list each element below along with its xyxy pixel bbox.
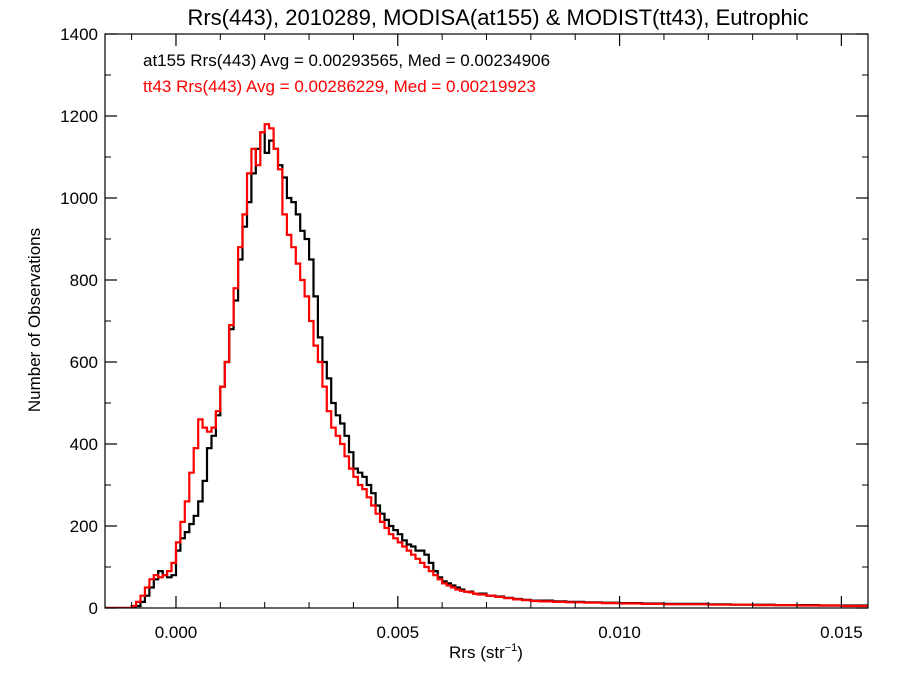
x-axis-label: Rrs (str−1)	[449, 642, 523, 662]
series-line-0	[105, 131, 868, 608]
y-tick-label: 1400	[60, 25, 98, 44]
chart-title: Rrs(443), 2010289, MODISA(at155) & MODIS…	[187, 5, 808, 30]
annotation-at155: at155 Rrs(443) Avg = 0.00293565, Med = 0…	[143, 51, 550, 70]
y-axis-label: Number of Observations	[25, 228, 44, 412]
y-tick-label: 1200	[60, 107, 98, 126]
x-tick-label: 0.000	[155, 623, 198, 642]
x-axis-label-close: )	[517, 643, 523, 662]
x-axis-label-sup: −1	[505, 642, 518, 654]
x-tick-label: 0.015	[820, 623, 863, 642]
annotation-tt43: tt43 Rrs(443) Avg = 0.00286229, Med = 0.…	[143, 77, 536, 96]
y-tick-label: 400	[70, 435, 98, 454]
y-tick-label: 0	[89, 599, 98, 618]
plot-area: 0 200 400 600 800 1000 1200 1400 0.000 0.005 0.010…	[60, 25, 869, 642]
y-tick-label: 200	[70, 517, 98, 536]
x-tick-label: 0.010	[598, 623, 641, 642]
y-tick-label: 800	[70, 271, 98, 290]
plot-frame	[104, 33, 869, 609]
series-line-1	[105, 123, 868, 608]
x-tick-label: 0.005	[377, 623, 420, 642]
x-axis-label-main: Rrs (str	[449, 643, 505, 662]
y-tick-label: 600	[70, 353, 98, 372]
y-tick-label: 1000	[60, 189, 98, 208]
